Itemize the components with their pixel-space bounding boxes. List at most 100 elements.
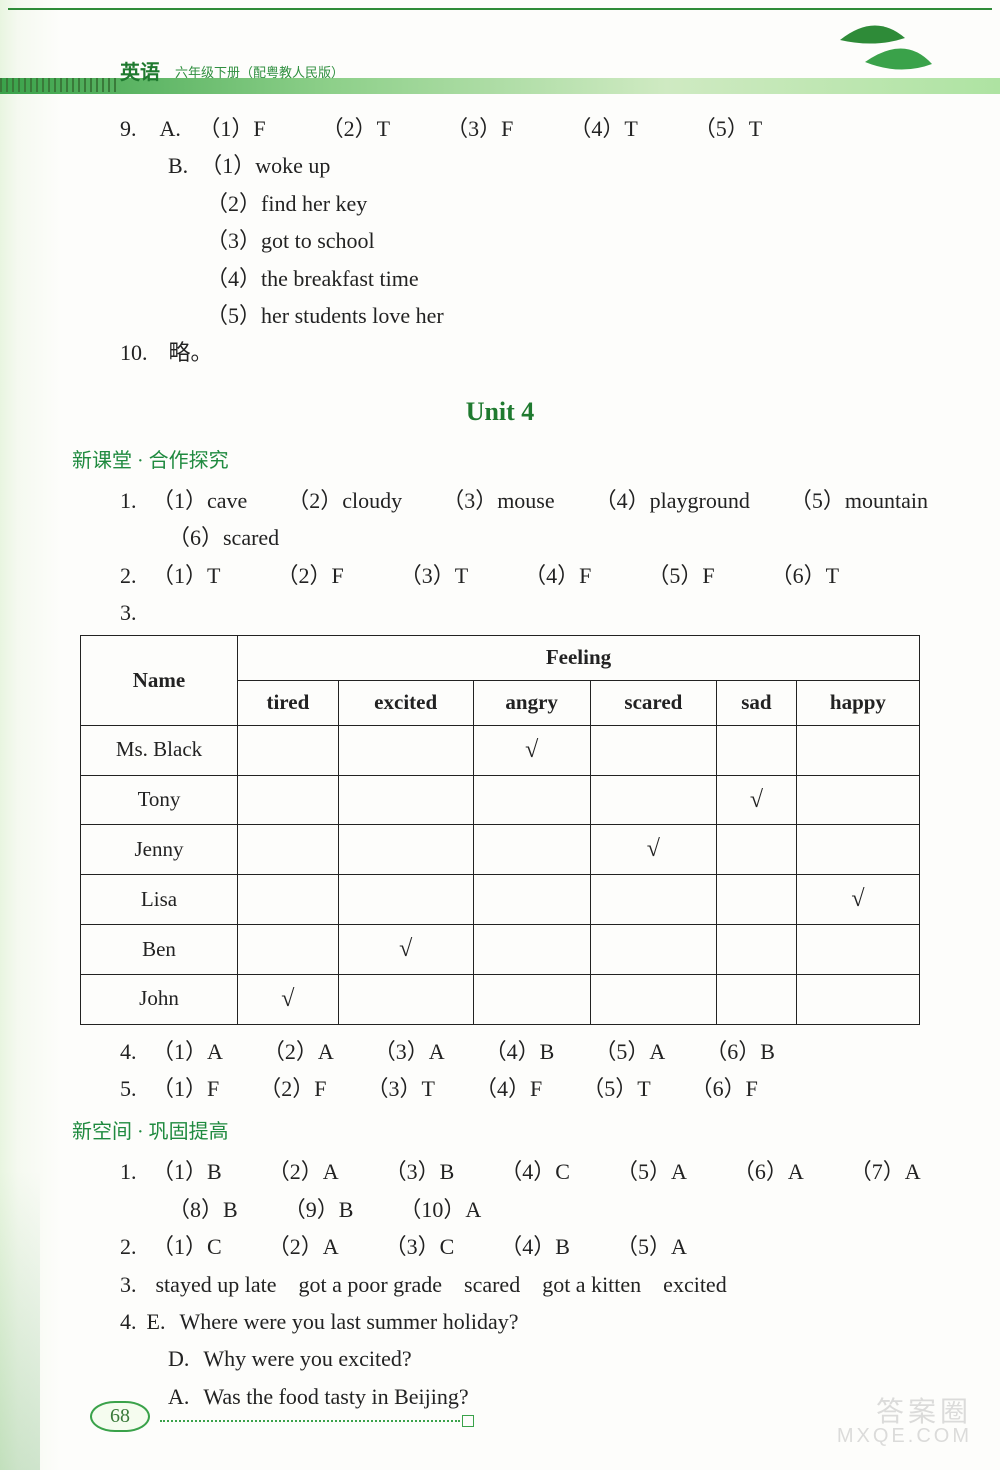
tick-strip bbox=[0, 78, 120, 92]
answer-item: （2）F bbox=[276, 557, 343, 594]
answer-item: （3）A bbox=[374, 1033, 445, 1070]
s2-q1-line2: （8）B（9）B（10）A bbox=[80, 1191, 920, 1228]
answer-item: （9）B bbox=[284, 1191, 354, 1228]
td-mark: √ bbox=[473, 725, 590, 775]
header-subtitle: 六年级下册（配粤教人民版） bbox=[175, 62, 344, 81]
answer-item: （3）got to school bbox=[206, 222, 375, 259]
table-row: Ms. Black√ bbox=[81, 725, 920, 775]
answer-item: （5）A bbox=[594, 1033, 665, 1070]
td-mark bbox=[717, 875, 797, 925]
th-feeling: Feeling bbox=[238, 636, 920, 681]
td-mark bbox=[796, 925, 919, 975]
td-mark bbox=[590, 925, 716, 975]
unit-title: Unit 4 bbox=[80, 390, 920, 434]
answer-item: （3）T bbox=[367, 1070, 435, 1107]
td-name: Ben bbox=[81, 925, 238, 975]
s2-q1-items-b: （8）B（9）B（10）A bbox=[168, 1197, 481, 1222]
answer-item: （5）her students love her bbox=[206, 297, 444, 334]
answer-item: （6）B bbox=[705, 1033, 775, 1070]
td-mark bbox=[796, 775, 919, 825]
td-name: Lisa bbox=[81, 875, 238, 925]
s1-q1-line1: 1. （1）cave（2）cloudy（3）mouse（4）playground… bbox=[80, 482, 920, 519]
td-mark bbox=[338, 875, 473, 925]
th-col: sad bbox=[717, 681, 797, 726]
page: 英语 六年级下册（配粤教人民版） 9. A. （1）F（2）T（3）F（4）T（… bbox=[0, 0, 1000, 1470]
s2-q2-items: （1）C（2）A（3）C（4）B（5）A bbox=[142, 1234, 687, 1259]
answer-tag: A. bbox=[168, 1378, 189, 1415]
td-mark bbox=[590, 725, 716, 775]
s2-q4-line: D.Why were you excited? bbox=[80, 1340, 920, 1377]
answer-item: （3）C bbox=[385, 1228, 455, 1265]
answer-item: （4）the breakfast time bbox=[206, 260, 419, 297]
s1-q5-items: （1）F（2）F（3）T（4）F（5）T（6）F bbox=[142, 1076, 758, 1101]
answer-item: （1）F bbox=[198, 110, 265, 147]
s2-q3-lead: 3. bbox=[120, 1266, 137, 1303]
answer-item: （3）B bbox=[385, 1153, 455, 1190]
answer-item: （2）cloudy bbox=[287, 482, 402, 519]
footer-dots bbox=[160, 1420, 460, 1422]
td-mark bbox=[238, 925, 339, 975]
content-area: 9. A. （1）F（2）T（3）F（4）T（5）T B.（1）woke up（… bbox=[80, 110, 920, 1415]
answer-item: （8）B bbox=[168, 1191, 238, 1228]
watermark-l1: 答案圈 bbox=[837, 1398, 972, 1426]
td-mark bbox=[338, 775, 473, 825]
s1-q5-lead: 5. bbox=[120, 1070, 137, 1107]
answer-text: Where were you last summer holiday? bbox=[179, 1303, 518, 1340]
td-mark bbox=[238, 825, 339, 875]
answer-item: （5）A bbox=[616, 1228, 687, 1265]
s2-q1-items-a: （1）B（2）A（3）B（4）C（5）A（6）A（7）A bbox=[142, 1159, 921, 1184]
footer-dot-end-icon bbox=[462, 1415, 474, 1427]
td-mark bbox=[796, 974, 919, 1024]
th-name: Name bbox=[81, 636, 238, 725]
td-mark bbox=[796, 725, 919, 775]
td-mark bbox=[238, 875, 339, 925]
table-body: Ms. Black√Tony√Jenny√Lisa√Ben√John√ bbox=[81, 725, 920, 1024]
s2-q2-line: 2. （1）C（2）A（3）C（4）B（5）A bbox=[80, 1228, 920, 1265]
answer-item: （2）A bbox=[268, 1153, 339, 1190]
answer-item: （3）F bbox=[446, 110, 513, 147]
answer-item: （2）A bbox=[268, 1228, 339, 1265]
q9-b-line: B.（1）woke up bbox=[80, 147, 920, 184]
td-mark bbox=[473, 925, 590, 975]
td-mark bbox=[590, 775, 716, 825]
td-name: Tony bbox=[81, 775, 238, 825]
answer-item: （1）A bbox=[152, 1033, 223, 1070]
td-mark bbox=[717, 825, 797, 875]
td-mark bbox=[473, 875, 590, 925]
td-mark bbox=[338, 725, 473, 775]
s1-q1-items-b: （6）scared bbox=[168, 525, 279, 550]
q10-text: 略。 bbox=[169, 334, 213, 371]
table-row: Jenny√ bbox=[81, 825, 920, 875]
answer-item: （5）T bbox=[694, 110, 762, 147]
answer-item: （3）T bbox=[400, 557, 468, 594]
td-mark bbox=[590, 875, 716, 925]
td-mark: √ bbox=[717, 775, 797, 825]
answer-text: Why were you excited? bbox=[203, 1340, 411, 1377]
th-col: tired bbox=[238, 681, 339, 726]
answer-item: （1）woke up bbox=[200, 147, 330, 184]
td-mark bbox=[717, 925, 797, 975]
answer-item: （4）B bbox=[485, 1033, 555, 1070]
q9-b-line: （5）her students love her bbox=[80, 297, 920, 334]
s1-q1-items-a: （1）cave（2）cloudy（3）mouse（4）playground（5）… bbox=[142, 488, 928, 513]
s1-q2-line: 2. （1）T（2）F（3）T（4）F（5）F（6）T bbox=[80, 557, 920, 594]
answer-item: （4）F bbox=[475, 1070, 542, 1107]
td-mark bbox=[717, 725, 797, 775]
q9-a-lead: A. bbox=[160, 110, 181, 147]
answer-item: （5）F bbox=[647, 557, 714, 594]
th-col: angry bbox=[473, 681, 590, 726]
header-subject: 英语 bbox=[120, 56, 160, 85]
q9-label: 9. bbox=[120, 110, 137, 147]
s1-q4-line: 4. （1）A（2）A（3）A（4）B（5）A（6）B bbox=[80, 1033, 920, 1070]
s2-q3-text: stayed up late got a poor grade scared g… bbox=[156, 1266, 727, 1303]
section2-label: 新空间 · 巩固提高 bbox=[72, 1115, 920, 1149]
answer-item: （2）T bbox=[322, 110, 390, 147]
th-col: scared bbox=[590, 681, 716, 726]
answer-item: （6）A bbox=[733, 1153, 804, 1190]
s1-q5-line: 5. （1）F（2）F（3）T（4）F（5）T（6）F bbox=[80, 1070, 920, 1107]
answer-tag: E. bbox=[147, 1303, 166, 1340]
s1-q2-lead: 2. bbox=[120, 557, 137, 594]
td-mark bbox=[238, 725, 339, 775]
answer-item: （5）A bbox=[616, 1153, 687, 1190]
section1-label: 新课堂 · 合作探究 bbox=[72, 444, 920, 478]
